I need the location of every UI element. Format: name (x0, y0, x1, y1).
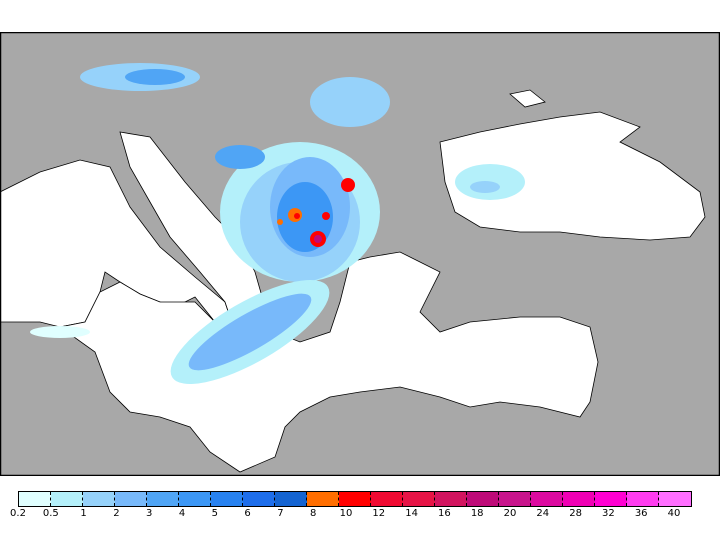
sea (0, 89, 706, 473)
legend-label: 6 (244, 508, 251, 519)
precipitation-field (30, 63, 525, 384)
legend-label: 20 (503, 508, 517, 519)
legend-swatch (275, 492, 307, 506)
legend-label: 4 (178, 508, 186, 519)
legend-swatch (307, 492, 339, 506)
legend-swatch (595, 492, 627, 506)
legend-label: 0.5 (42, 508, 59, 519)
legend-labels: 0.2 0.5 1 2 3 4 5 6 7 8 10 12 14 16 18 20 24 28 32 36 40 (0, 508, 720, 522)
legend-label: 36 (634, 508, 648, 519)
legend-swatch (563, 492, 595, 506)
legend-label: 5 (211, 508, 218, 519)
legend-swatch (19, 492, 51, 506)
legend-swatch (531, 492, 563, 506)
legend-label: 1 (80, 508, 87, 519)
legend-swatch (339, 492, 371, 506)
legend-label: 8 (310, 508, 317, 519)
legend-label: 18 (470, 508, 484, 519)
precipitation-map (0, 32, 720, 476)
legend-label: 3 (146, 508, 153, 519)
legend-swatch (467, 492, 499, 506)
legend-swatch (51, 492, 83, 506)
legend-label: 0.2 (10, 508, 26, 519)
legend-swatch (659, 492, 691, 506)
legend-swatch (179, 492, 211, 506)
legend-swatch (83, 492, 115, 506)
legend-label: 14 (405, 508, 418, 519)
legend-label: 24 (536, 508, 550, 519)
legend-swatch (371, 492, 403, 506)
legend-swatch (243, 492, 275, 506)
legend-swatch (403, 492, 435, 506)
legend-swatch (147, 492, 179, 506)
legend-label: 32 (602, 508, 615, 519)
legend-label: 10 (339, 508, 353, 519)
legend-swatch (435, 492, 467, 506)
legend-label: 16 (438, 508, 451, 519)
legend-label: 2 (113, 508, 120, 519)
legend-label: 28 (569, 508, 582, 519)
legend-swatch (211, 492, 243, 506)
color-legend (18, 491, 692, 507)
legend-swatch (499, 492, 531, 506)
legend-swatch (115, 492, 147, 506)
legend-label: 12 (372, 508, 386, 519)
legend-label: 7 (277, 508, 284, 519)
legend-label: 40 (667, 508, 681, 519)
legend-swatch (627, 492, 659, 506)
